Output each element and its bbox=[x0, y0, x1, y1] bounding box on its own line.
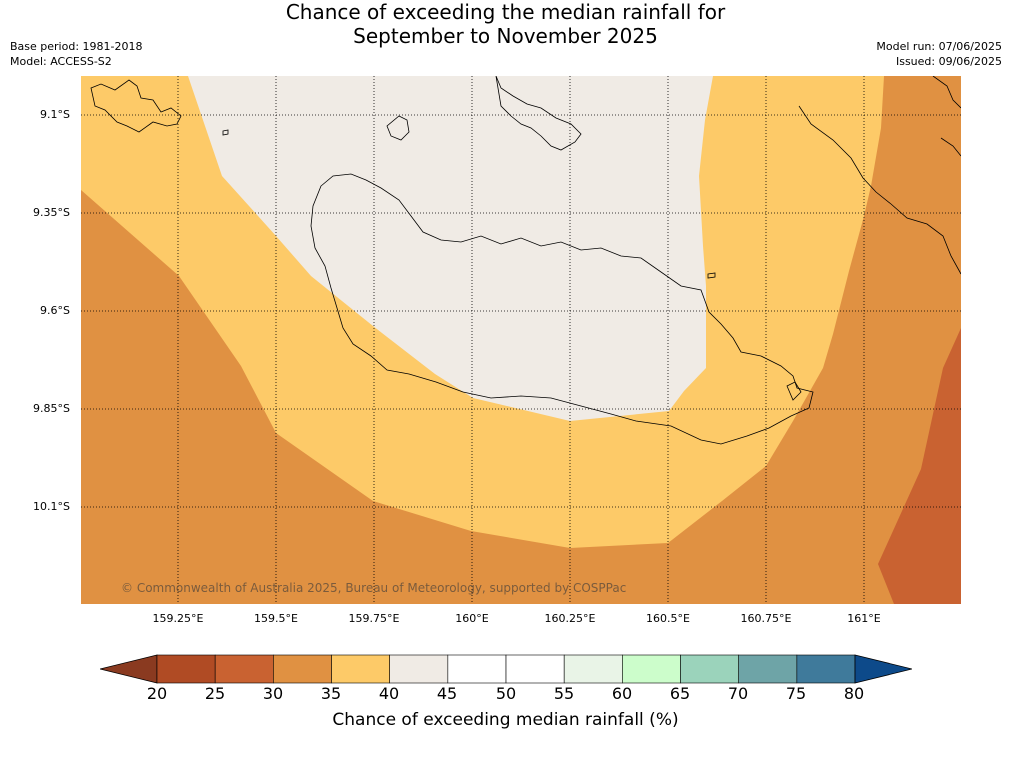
isabel-coastline bbox=[798, 105, 961, 275]
colorbar-cell bbox=[447, 654, 507, 684]
small-islet bbox=[707, 272, 716, 279]
colorbar-cells bbox=[156, 654, 856, 684]
colorbar-cell bbox=[156, 654, 216, 684]
colorbar-cell bbox=[796, 654, 856, 684]
colorbar-over-arrow bbox=[854, 654, 912, 684]
colorbar bbox=[100, 654, 912, 684]
colorbar-tick-label: 80 bbox=[843, 684, 865, 703]
lat-label: 9.85°S bbox=[33, 402, 70, 415]
lon-label: 160.75°E bbox=[740, 612, 792, 625]
lon-label: 159.5°E bbox=[254, 612, 298, 625]
east-tip-islet bbox=[786, 381, 802, 401]
rainfall-map bbox=[81, 76, 961, 604]
lat-label: 9.1°S bbox=[40, 108, 70, 121]
issued-date: Issued: 09/06/2025 bbox=[895, 55, 1002, 68]
northwest-coastline bbox=[90, 79, 182, 133]
base-period: Base period: 1981-2018 bbox=[10, 40, 143, 53]
colorbar-tick-label: 25 bbox=[204, 684, 226, 703]
lon-label: 160.25°E bbox=[544, 612, 596, 625]
chart-title: Chance of exceeding the median rainfall … bbox=[0, 0, 1011, 48]
colorbar-tick-label: 20 bbox=[146, 684, 168, 703]
lat-label: 9.35°S bbox=[33, 206, 70, 219]
lat-label: 10.1°S bbox=[33, 500, 70, 513]
colorbar-tick-label: 45 bbox=[436, 684, 458, 703]
model-run: Model run: 07/06/2025 bbox=[876, 40, 1002, 53]
colorbar-tick-label: 50 bbox=[495, 684, 517, 703]
copyright-notice: © Commonwealth of Australia 2025, Bureau… bbox=[121, 581, 627, 595]
map-zone-35-40 bbox=[188, 76, 713, 421]
colorbar-cell bbox=[389, 654, 449, 684]
colorbar-cell bbox=[563, 654, 623, 684]
colorbar-tick-label: 55 bbox=[553, 684, 575, 703]
colorbar-tick-label: 70 bbox=[727, 684, 749, 703]
colorbar-cell bbox=[273, 654, 332, 684]
colorbar-cell bbox=[505, 654, 565, 684]
lat-label: 9.6°S bbox=[40, 304, 70, 317]
map-gridlines bbox=[81, 76, 961, 604]
lon-label: 160.5°E bbox=[646, 612, 690, 625]
title-line-1: Chance of exceeding the median rainfall … bbox=[285, 0, 726, 24]
colorbar-cell bbox=[214, 654, 274, 684]
meta-left: Base period: 1981-2018 Model: ACCESS-S2 bbox=[10, 39, 142, 69]
colorbar-tick-label: 40 bbox=[378, 684, 400, 703]
colorbar-cell bbox=[680, 654, 740, 684]
model-name: Model: ACCESS-S2 bbox=[10, 55, 112, 68]
colorbar-cell bbox=[622, 654, 681, 684]
lon-label: 159.75°E bbox=[348, 612, 400, 625]
lon-label: 160°E bbox=[455, 612, 489, 625]
colorbar-tick-label: 65 bbox=[669, 684, 691, 703]
colorbar-title: Chance of exceeding median rainfall (%) bbox=[332, 710, 679, 730]
colorbar-tick-label: 60 bbox=[611, 684, 633, 703]
colorbar-tick-label: 30 bbox=[262, 684, 284, 703]
northeast-coastline bbox=[932, 76, 961, 157]
lon-label: 161°E bbox=[847, 612, 881, 625]
savo-island-coastline bbox=[222, 129, 229, 136]
russell-islands-coastline bbox=[386, 115, 410, 141]
nggela-islands-coastline bbox=[495, 76, 582, 151]
meta-right: Model run: 07/06/2025 Issued: 09/06/2025 bbox=[876, 39, 1002, 69]
title-line-2: September to November 2025 bbox=[353, 24, 658, 48]
lon-label: 159.25°E bbox=[152, 612, 204, 625]
colorbar-under-arrow bbox=[100, 654, 158, 684]
colorbar-cell bbox=[331, 654, 390, 684]
colorbar-cell bbox=[738, 654, 798, 684]
colorbar-tick-label: 35 bbox=[320, 684, 342, 703]
colorbar-tick-label: 75 bbox=[785, 684, 807, 703]
coastlines bbox=[90, 76, 961, 445]
